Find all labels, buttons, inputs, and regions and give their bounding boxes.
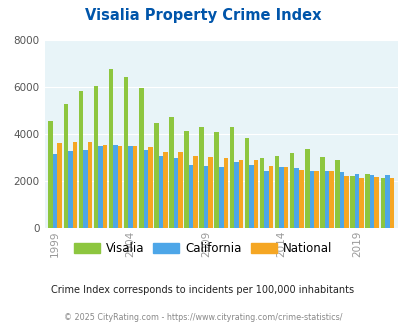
Text: © 2025 CityRating.com - https://www.cityrating.com/crime-statistics/: © 2025 CityRating.com - https://www.city… — [64, 313, 341, 322]
Bar — [309, 171, 313, 228]
Bar — [83, 149, 87, 228]
Bar — [350, 176, 354, 228]
Bar — [128, 146, 132, 228]
Bar — [218, 167, 223, 228]
Bar — [328, 171, 333, 228]
Bar — [184, 131, 188, 228]
Bar — [268, 166, 273, 228]
Bar — [373, 177, 378, 228]
Bar — [154, 123, 158, 228]
Bar — [53, 154, 58, 228]
Bar — [229, 127, 234, 228]
Bar — [158, 156, 163, 228]
Bar — [133, 146, 137, 228]
Bar — [102, 146, 107, 228]
Bar — [253, 160, 258, 228]
Bar — [68, 150, 72, 228]
Bar — [199, 127, 203, 228]
Text: Crime Index corresponds to incidents per 100,000 inhabitants: Crime Index corresponds to incidents per… — [51, 285, 354, 295]
Bar — [143, 150, 148, 228]
Bar — [193, 156, 197, 228]
Bar — [203, 166, 208, 228]
Bar — [389, 178, 393, 228]
Bar — [58, 143, 62, 228]
Bar — [208, 157, 213, 228]
Bar — [343, 176, 348, 228]
Bar — [379, 178, 384, 228]
Bar — [283, 167, 288, 228]
Bar — [124, 77, 128, 228]
Bar — [244, 138, 249, 228]
Bar — [304, 149, 309, 228]
Bar — [354, 174, 358, 228]
Bar — [63, 104, 68, 228]
Bar — [79, 91, 83, 228]
Text: Visalia Property Crime Index: Visalia Property Crime Index — [85, 8, 320, 23]
Bar — [109, 69, 113, 228]
Bar — [294, 168, 298, 228]
Bar — [264, 171, 268, 228]
Bar — [313, 171, 318, 228]
Bar — [148, 147, 152, 228]
Legend: Visalia, California, National: Visalia, California, National — [69, 237, 336, 260]
Bar — [298, 170, 303, 228]
Bar — [214, 132, 218, 228]
Bar — [369, 175, 373, 228]
Bar — [279, 167, 283, 228]
Bar — [249, 165, 253, 228]
Bar — [72, 142, 77, 228]
Bar — [139, 88, 143, 228]
Bar — [238, 159, 243, 228]
Bar — [169, 117, 173, 228]
Bar — [364, 174, 369, 228]
Bar — [188, 165, 193, 228]
Bar — [339, 172, 343, 228]
Bar — [98, 146, 102, 228]
Bar — [274, 156, 279, 228]
Bar — [48, 121, 53, 228]
Bar — [178, 152, 182, 228]
Bar — [113, 146, 117, 228]
Bar — [384, 175, 389, 228]
Bar — [234, 162, 238, 228]
Bar — [87, 142, 92, 228]
Bar — [320, 157, 324, 228]
Bar — [173, 158, 178, 228]
Bar — [358, 178, 363, 228]
Bar — [259, 158, 264, 228]
Bar — [335, 159, 339, 228]
Bar — [223, 158, 228, 228]
Bar — [289, 153, 294, 228]
Bar — [94, 86, 98, 228]
Bar — [324, 171, 328, 228]
Bar — [163, 151, 167, 228]
Bar — [117, 146, 122, 228]
